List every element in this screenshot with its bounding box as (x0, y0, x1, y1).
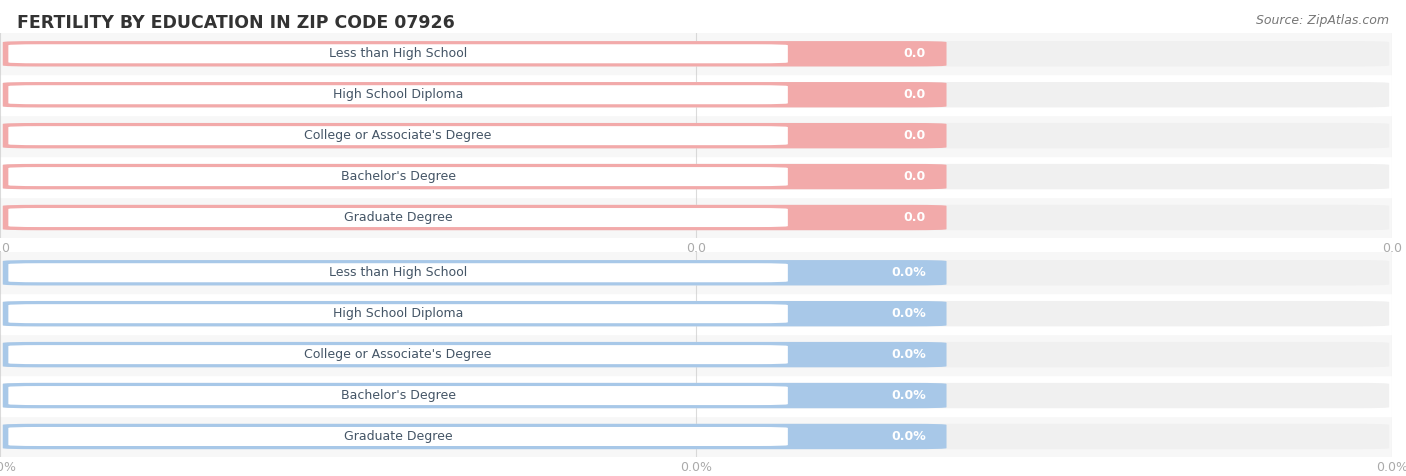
FancyBboxPatch shape (3, 82, 1389, 108)
Text: Bachelor's Degree: Bachelor's Degree (340, 389, 456, 402)
FancyBboxPatch shape (8, 345, 787, 364)
FancyBboxPatch shape (8, 386, 787, 405)
Text: 0.0: 0.0 (904, 88, 925, 101)
FancyBboxPatch shape (3, 383, 946, 408)
Bar (0, 375, 1392, 416)
FancyBboxPatch shape (3, 41, 1389, 67)
Text: 0.0: 0.0 (904, 129, 925, 142)
Bar (0, 115, 1392, 156)
FancyBboxPatch shape (3, 424, 1389, 449)
FancyBboxPatch shape (3, 123, 946, 149)
Bar (0, 334, 1392, 375)
Text: Graduate Degree: Graduate Degree (344, 430, 453, 443)
Text: 0.0%: 0.0% (891, 389, 925, 402)
Text: Bachelor's Degree: Bachelor's Degree (340, 170, 456, 183)
Text: 0.0%: 0.0% (891, 266, 925, 279)
FancyBboxPatch shape (3, 82, 946, 108)
Text: 0.0%: 0.0% (891, 307, 925, 320)
FancyBboxPatch shape (3, 342, 1389, 367)
FancyBboxPatch shape (8, 126, 787, 145)
FancyBboxPatch shape (3, 260, 946, 286)
Text: High School Diploma: High School Diploma (333, 307, 464, 320)
Text: Less than High School: Less than High School (329, 47, 467, 60)
Bar (0, 74, 1392, 115)
Text: 0.0%: 0.0% (891, 430, 925, 443)
FancyBboxPatch shape (3, 41, 946, 67)
FancyBboxPatch shape (3, 424, 946, 449)
FancyBboxPatch shape (3, 205, 1389, 230)
FancyBboxPatch shape (8, 85, 787, 104)
Text: College or Associate's Degree: College or Associate's Degree (305, 129, 492, 142)
FancyBboxPatch shape (3, 383, 1389, 408)
Text: 0.0%: 0.0% (891, 348, 925, 361)
Bar (0, 33, 1392, 74)
Text: Less than High School: Less than High School (329, 266, 467, 279)
Bar (0, 252, 1392, 293)
FancyBboxPatch shape (3, 164, 1389, 189)
Bar (0, 293, 1392, 334)
Text: 0.0: 0.0 (904, 47, 925, 60)
FancyBboxPatch shape (3, 123, 1389, 149)
FancyBboxPatch shape (8, 208, 787, 227)
FancyBboxPatch shape (8, 427, 787, 446)
FancyBboxPatch shape (3, 342, 946, 367)
FancyBboxPatch shape (8, 44, 787, 63)
Text: 0.0: 0.0 (904, 211, 925, 224)
FancyBboxPatch shape (3, 260, 1389, 286)
Text: Graduate Degree: Graduate Degree (344, 211, 453, 224)
Text: High School Diploma: High School Diploma (333, 88, 464, 101)
Bar (0, 156, 1392, 197)
Text: Source: ZipAtlas.com: Source: ZipAtlas.com (1256, 14, 1389, 27)
Bar (0, 197, 1392, 238)
Bar (0, 416, 1392, 457)
FancyBboxPatch shape (3, 301, 1389, 327)
FancyBboxPatch shape (3, 301, 946, 327)
Text: 0.0: 0.0 (904, 170, 925, 183)
FancyBboxPatch shape (8, 304, 787, 323)
FancyBboxPatch shape (3, 164, 946, 189)
FancyBboxPatch shape (8, 263, 787, 282)
Text: FERTILITY BY EDUCATION IN ZIP CODE 07926: FERTILITY BY EDUCATION IN ZIP CODE 07926 (17, 14, 454, 32)
FancyBboxPatch shape (8, 167, 787, 186)
Text: College or Associate's Degree: College or Associate's Degree (305, 348, 492, 361)
FancyBboxPatch shape (3, 205, 946, 230)
